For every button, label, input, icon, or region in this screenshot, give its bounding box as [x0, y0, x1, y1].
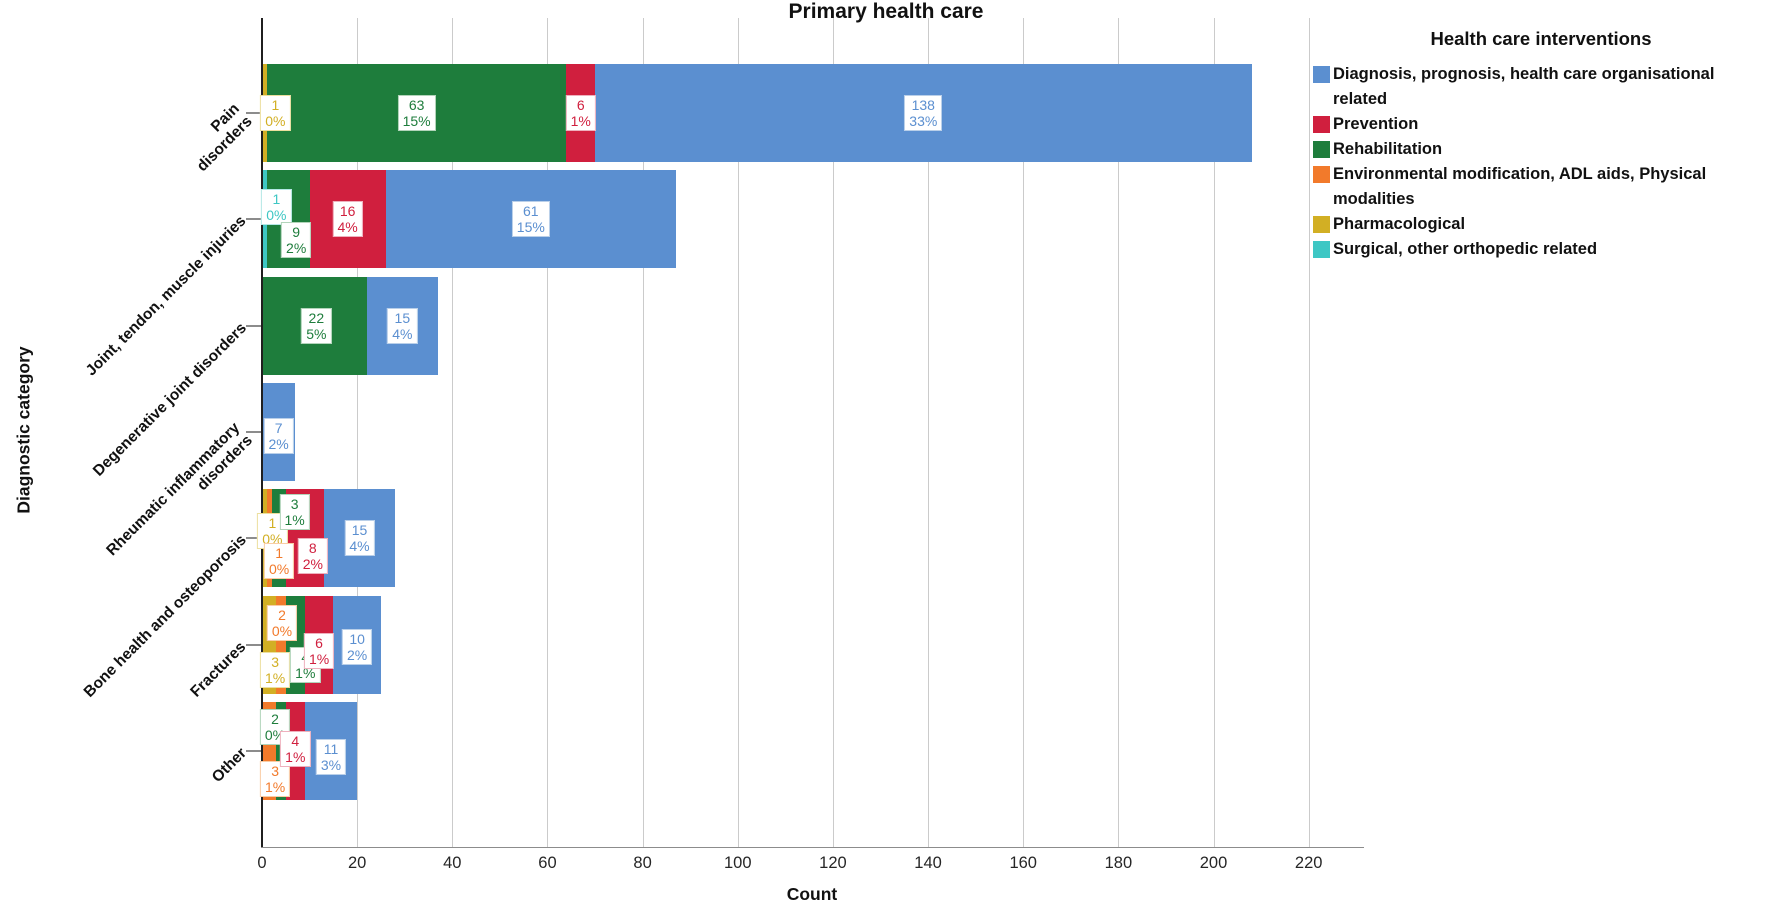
gridline [357, 18, 359, 847]
segment-label: 3 1% [279, 494, 310, 531]
gridline [547, 18, 549, 847]
segment-label: 8 2% [297, 538, 328, 575]
legend-swatch-rehabilitation [1313, 141, 1330, 158]
gridline [452, 18, 454, 847]
segment-label: 1 0% [261, 189, 292, 226]
chart-title: Primary health care [788, 0, 984, 23]
segment-label: 63 15% [397, 95, 436, 132]
gridline [642, 18, 644, 847]
x-tick-label: 60 [538, 854, 557, 872]
legend-item: Rehabilitation [1313, 137, 1769, 162]
segment-label: 11 3% [315, 738, 347, 775]
legend-label: Pharmacological [1333, 215, 1466, 233]
segment-label: 1 0% [264, 543, 295, 580]
x-tick-label: 80 [633, 854, 652, 872]
legend-label: Rehabilitation [1333, 140, 1443, 158]
legend-swatch-environmental [1313, 166, 1330, 183]
legend-item: Prevention [1313, 112, 1769, 137]
x-tick-label: 180 [1104, 854, 1133, 872]
gridline [928, 18, 930, 847]
legend-item: Diagnosis, prognosis, health care organi… [1313, 62, 1769, 112]
bar-segment [276, 595, 286, 694]
x-tick-label: 220 [1294, 854, 1323, 872]
x-tick-label: 0 [257, 854, 267, 872]
legend-item: Surgical, other orthopedic related [1313, 237, 1769, 262]
legend-title: Health care interventions [1430, 28, 1652, 49]
y-axis-title: Diagnostic category [13, 346, 34, 514]
gridline [1213, 18, 1215, 847]
gridline [737, 18, 739, 847]
y-tick [246, 324, 262, 327]
segment-label: 16 4% [332, 201, 363, 238]
y-tick [246, 218, 262, 221]
x-tick-label: 100 [723, 854, 752, 872]
legend-label: Surgical, other orthopedic related [1333, 240, 1598, 258]
x-tick-label: 140 [914, 854, 942, 872]
segment-label: 2 0% [266, 604, 298, 641]
segment-label: 9 2% [281, 222, 312, 259]
legend-label: Diagnosis, prognosis, health care organi… [1333, 65, 1715, 108]
gridline [1308, 18, 1310, 847]
gridline [1023, 18, 1025, 847]
x-tick-label: 200 [1199, 854, 1228, 872]
segment-label: 3 1% [260, 651, 291, 688]
segment-label: 15 4% [387, 307, 418, 344]
segment-label: 61 15% [511, 201, 550, 238]
y-tick [246, 431, 262, 433]
legend-item: Environmental modification, ADL aids, Ph… [1313, 162, 1769, 212]
y-tick [246, 537, 262, 540]
legend-item: Pharmacological [1313, 212, 1769, 237]
legend-label: Prevention [1333, 115, 1419, 133]
y-tick [246, 749, 262, 752]
legend-label: Environmental modification, ADL aids, Ph… [1333, 165, 1707, 208]
gridline [1118, 18, 1120, 847]
segment-label: 10 2% [342, 628, 373, 665]
x-axis-title: Count [786, 884, 838, 904]
y-tick [246, 643, 262, 646]
legend-swatch-surgical [1313, 241, 1330, 258]
x-tick-label: 160 [1009, 854, 1037, 872]
x-tick-label: 120 [819, 854, 847, 872]
category-label: Fractures [187, 638, 250, 701]
segment-label: 6 1% [565, 95, 596, 132]
segment-label: 7 2% [263, 418, 294, 454]
segment-label: 1 0% [260, 95, 291, 132]
category-label: Other [208, 744, 250, 786]
segment-label: 22 5% [301, 307, 332, 344]
segment-label: 3 1% [260, 760, 291, 797]
y-tick [246, 112, 262, 115]
x-tick-label: 20 [347, 854, 367, 872]
x-axis-line [261, 847, 1364, 848]
legend-swatch-pharmacological [1313, 216, 1330, 233]
legend-swatch-prevention [1313, 116, 1330, 133]
segment-label: 138 33% [904, 95, 943, 132]
segment-label: 15 4% [344, 520, 375, 557]
x-tick-label: 40 [443, 854, 462, 872]
y-axis-line [261, 18, 263, 848]
gridline [832, 18, 834, 847]
legend: Health care interventions Diagnosis, pro… [1313, 28, 1769, 262]
legend-items: Diagnosis, prognosis, health care organi… [1313, 62, 1769, 262]
legend-swatch-diagnosis [1313, 66, 1330, 83]
segment-label: 6 1% [303, 632, 335, 669]
